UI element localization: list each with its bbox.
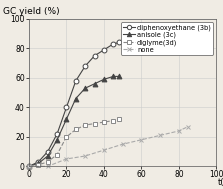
Line: diphenoxyethane (3b): diphenoxyethane (3b) [27, 40, 121, 169]
Legend: diphenoxyethane (3b), anisole (3c), diglyme(3d), none: diphenoxyethane (3b), anisole (3c), digl… [121, 22, 213, 55]
diglyme(3d) [93, 122, 96, 125]
anisole (3c) [93, 83, 96, 85]
diglyme(3d) [103, 121, 105, 123]
Text: t(hr): t(hr) [218, 178, 223, 187]
none [103, 149, 105, 151]
diphenoxyethane (3b) [56, 133, 58, 135]
anisole (3c) [74, 97, 77, 100]
diphenoxyethane (3b) [46, 150, 49, 153]
diglyme(3d) [112, 119, 115, 122]
diglyme(3d) [56, 153, 58, 156]
none [187, 125, 190, 128]
anisole (3c) [37, 162, 40, 164]
anisole (3c) [56, 139, 58, 141]
anisole (3c) [28, 165, 30, 167]
none [46, 165, 49, 167]
anisole (3c) [46, 155, 49, 157]
diglyme(3d) [46, 161, 49, 163]
none [28, 165, 30, 167]
anisole (3c) [103, 78, 105, 81]
diglyme(3d) [118, 118, 120, 120]
Line: anisole (3c): anisole (3c) [27, 74, 121, 169]
diphenoxyethane (3b) [103, 49, 105, 51]
diphenoxyethane (3b) [65, 106, 68, 108]
diphenoxyethane (3b) [74, 80, 77, 82]
diglyme(3d) [37, 164, 40, 166]
Text: GC yield (%): GC yield (%) [3, 7, 59, 16]
diglyme(3d) [65, 136, 68, 138]
diglyme(3d) [74, 128, 77, 131]
none [140, 139, 143, 141]
none [178, 130, 180, 132]
diphenoxyethane (3b) [118, 41, 120, 44]
Line: none: none [27, 124, 191, 169]
anisole (3c) [118, 75, 120, 77]
diglyme(3d) [84, 124, 87, 126]
diphenoxyethane (3b) [93, 55, 96, 57]
anisole (3c) [65, 118, 68, 120]
none [121, 143, 124, 145]
anisole (3c) [112, 75, 115, 77]
diphenoxyethane (3b) [37, 161, 40, 163]
none [65, 158, 68, 160]
none [159, 134, 161, 136]
Line: diglyme(3d): diglyme(3d) [27, 117, 121, 169]
none [84, 155, 87, 157]
diphenoxyethane (3b) [84, 65, 87, 67]
anisole (3c) [84, 87, 87, 89]
diphenoxyethane (3b) [28, 165, 30, 167]
diphenoxyethane (3b) [112, 43, 115, 45]
diglyme(3d) [28, 165, 30, 167]
